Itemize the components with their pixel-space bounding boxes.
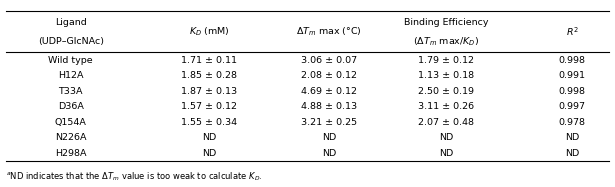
Text: 4.69 ± 0.12: 4.69 ± 0.12	[301, 87, 357, 96]
Text: 0.991: 0.991	[558, 71, 585, 80]
Text: 0.998: 0.998	[558, 87, 585, 96]
Text: Ligand: Ligand	[55, 18, 87, 27]
Text: 0.997: 0.997	[558, 102, 585, 111]
Text: 1.87 ± 0.13: 1.87 ± 0.13	[181, 87, 237, 96]
Text: $^a$ND indicates that the $\Delta T_m$ value is too weak to calculate $K_D$.: $^a$ND indicates that the $\Delta T_m$ v…	[6, 170, 263, 183]
Text: N226A: N226A	[55, 133, 87, 142]
Text: T33A: T33A	[58, 87, 83, 96]
Text: D36A: D36A	[58, 102, 84, 111]
Text: $R^2$: $R^2$	[566, 25, 578, 38]
Text: ND: ND	[438, 133, 453, 142]
Text: 2.08 ± 0.12: 2.08 ± 0.12	[301, 71, 357, 80]
Text: $K_D$ (mM): $K_D$ (mM)	[189, 26, 229, 38]
Text: ND: ND	[565, 149, 579, 158]
Text: 2.50 ± 0.19: 2.50 ± 0.19	[418, 87, 474, 96]
Text: 0.998: 0.998	[558, 56, 585, 65]
Text: $\Delta T_m$ max (°C): $\Delta T_m$ max (°C)	[296, 26, 362, 38]
Text: 1.57 ± 0.12: 1.57 ± 0.12	[181, 102, 237, 111]
Text: ND: ND	[322, 149, 336, 158]
Text: H12A: H12A	[58, 71, 84, 80]
Text: 4.88 ± 0.13: 4.88 ± 0.13	[301, 102, 357, 111]
Text: ND: ND	[202, 149, 216, 158]
Text: 1.13 ± 0.18: 1.13 ± 0.18	[418, 71, 474, 80]
Text: Q154A: Q154A	[55, 118, 87, 127]
Text: ND: ND	[322, 133, 336, 142]
Text: 2.07 ± 0.48: 2.07 ± 0.48	[418, 118, 474, 127]
Text: ND: ND	[438, 149, 453, 158]
Text: 1.71 ± 0.11: 1.71 ± 0.11	[181, 56, 237, 65]
Text: 1.85 ± 0.28: 1.85 ± 0.28	[181, 71, 237, 80]
Text: 0.978: 0.978	[558, 118, 585, 127]
Text: ND: ND	[565, 133, 579, 142]
Text: Binding Efficiency: Binding Efficiency	[403, 18, 488, 27]
Text: ND: ND	[202, 133, 216, 142]
Text: 1.55 ± 0.34: 1.55 ± 0.34	[181, 118, 237, 127]
Text: 3.06 ± 0.07: 3.06 ± 0.07	[301, 56, 357, 65]
Text: 3.21 ± 0.25: 3.21 ± 0.25	[301, 118, 357, 127]
Text: Wild type: Wild type	[49, 56, 93, 65]
Text: ($\Delta T_m$ max/$K_D$): ($\Delta T_m$ max/$K_D$)	[413, 35, 479, 47]
Text: 3.11 ± 0.26: 3.11 ± 0.26	[418, 102, 474, 111]
Text: (UDP–GlcNAc): (UDP–GlcNAc)	[38, 37, 104, 46]
Text: 1.79 ± 0.12: 1.79 ± 0.12	[418, 56, 474, 65]
Text: H298A: H298A	[55, 149, 87, 158]
